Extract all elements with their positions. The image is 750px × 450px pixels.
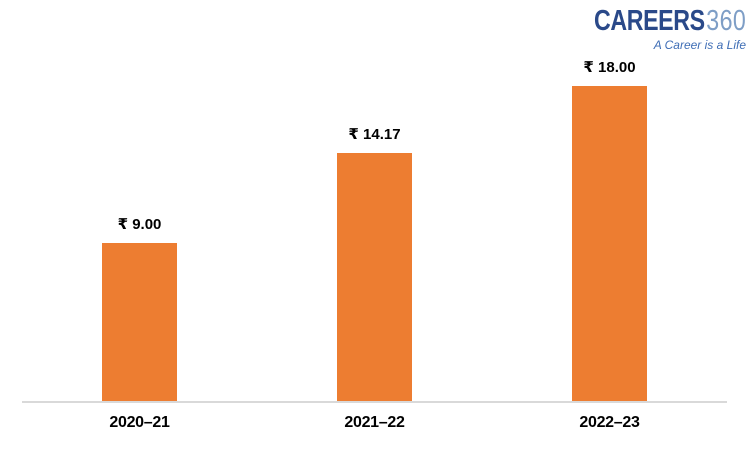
bar xyxy=(102,243,177,401)
bar-chart-plot-area: ₹ 9.00 ₹ 14.17 ₹ 18.00 xyxy=(22,53,727,403)
logo-wordmark: CAREERS360 xyxy=(594,7,746,36)
logo-brand-text: CAREERS xyxy=(593,5,705,37)
bar-column: ₹ 18.00 xyxy=(492,53,727,401)
bar-value-label: ₹ 14.17 xyxy=(348,126,401,143)
logo-suffix-text: 360 xyxy=(706,5,746,37)
bar-value-label: ₹ 18.00 xyxy=(583,59,636,76)
x-axis-labels: 2020–21 2021–22 2022–23 xyxy=(22,414,727,432)
logo-tagline: A Career is a Life xyxy=(653,38,746,52)
bar-column: ₹ 14.17 xyxy=(257,53,492,401)
careers360-logo: CAREERS360 A Career is a Life xyxy=(556,7,746,52)
x-axis-label: 2020–21 xyxy=(109,414,170,431)
bar xyxy=(572,86,647,401)
x-axis-label: 2021–22 xyxy=(344,414,405,431)
bar-value-label: ₹ 9.00 xyxy=(117,216,162,233)
bar xyxy=(337,153,412,401)
bar-column: ₹ 9.00 xyxy=(22,53,257,401)
x-axis-label: 2022–23 xyxy=(579,414,640,431)
